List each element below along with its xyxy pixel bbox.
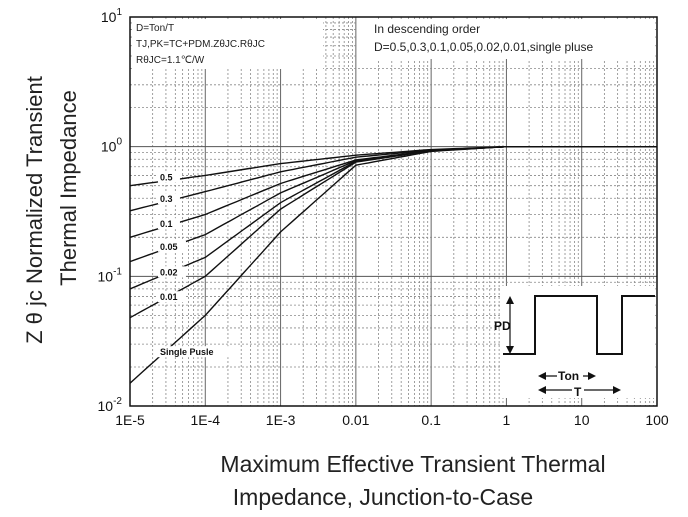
- note-rthjc: RθJC=1.1℃/W: [136, 55, 205, 66]
- y-axis-title-line2: Thermal Impedance: [56, 90, 81, 286]
- y-tick-labels: 10-2 10-1 100 101: [98, 7, 123, 414]
- plot-frame: [129, 16, 658, 407]
- curves: [129, 145, 657, 384]
- curve-label: 0.05: [160, 242, 178, 252]
- y-axis-title-line1: Z θ jc Normalized Transient: [22, 76, 47, 344]
- curve-label-bg: [157, 193, 180, 205]
- series-line: [129, 145, 657, 384]
- curve-label-bg: [157, 171, 180, 183]
- x-tick-label: 1E-4: [190, 412, 220, 428]
- x-tick-labels: 1E-5 1E-4 1E-3 0.01 0.1 1 10 100: [115, 412, 669, 428]
- pulse-waveform: [503, 295, 655, 355]
- x-tick-label: 1: [503, 412, 511, 428]
- ton-label: Ton: [558, 369, 579, 383]
- curve-label-bg: [157, 240, 186, 252]
- curve-label: 0.5: [160, 173, 173, 183]
- x-axis-title-line2: Impedance, Junction-to-Case: [233, 484, 533, 510]
- curve-label: Single Pusle: [160, 347, 214, 357]
- curve-label-bg: [157, 266, 186, 278]
- y-tick-label: 101: [101, 7, 123, 25]
- x-tick-label: 1E-3: [266, 412, 296, 428]
- note-d-formula: D=Ton/T: [136, 23, 174, 34]
- x-tick-label: 0.01: [342, 412, 369, 428]
- y-tick-label: 10-1: [98, 266, 123, 284]
- notes-right-box: [358, 19, 655, 59]
- pd-label: PD: [494, 319, 511, 333]
- curve-label-bg: [157, 291, 186, 303]
- t-label: T: [574, 385, 582, 399]
- curve-label-bg: [157, 346, 234, 358]
- x-tick-label: 1E-5: [115, 412, 145, 428]
- curve-label: 0.01: [160, 292, 178, 302]
- series-line: [129, 145, 657, 263]
- y-tick-label: 10-2: [98, 396, 123, 414]
- notes-left-box: [133, 19, 323, 69]
- curve-label-bg: [157, 218, 180, 230]
- x-tick-label: 100: [645, 412, 669, 428]
- curve-label: 0.02: [160, 267, 178, 277]
- series-line: [129, 145, 657, 238]
- x-tick-label: 0.1: [421, 412, 441, 428]
- y-tick-label: 100: [101, 137, 123, 155]
- note-duty-values: D=0.5,0.3,0.1,0.05,0.02,0.01,single plus…: [374, 40, 593, 54]
- curve-labels: 0.5 0.3 0.1 0.05 0.02 0.01 Single Pusle: [157, 171, 234, 358]
- x-axis-title-line1: Maximum Effective Transient Thermal: [220, 451, 605, 477]
- note-tj-formula: TJ,PK=TC+PDM.ZθJC.RθJC: [136, 39, 265, 50]
- curve-label: 0.1: [160, 219, 173, 229]
- pulse-diagram: PD Ton T: [494, 286, 655, 399]
- x-tick-label: 10: [574, 412, 590, 428]
- note-descending: In descending order: [374, 22, 480, 36]
- curve-label: 0.3: [160, 194, 173, 204]
